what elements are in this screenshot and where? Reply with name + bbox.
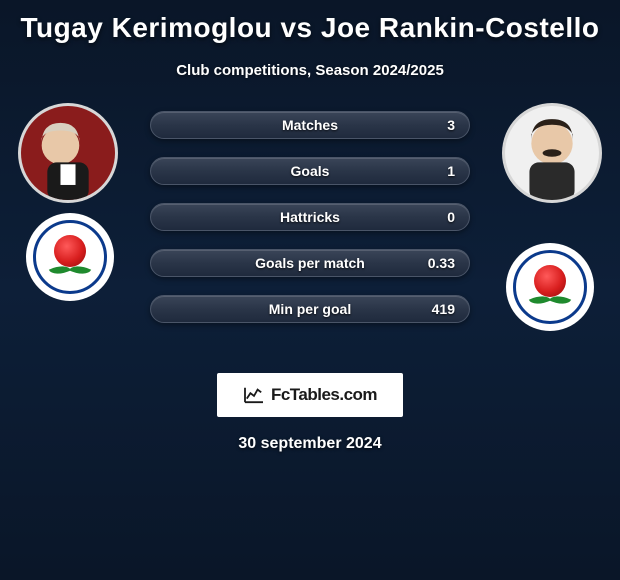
stat-p2-value: 419 [432,301,455,317]
stat-p2-value: 3 [447,117,455,133]
player2-club-badge [506,243,594,331]
stat-label: Matches [282,117,338,133]
player2-avatar [502,103,602,203]
chart-icon [243,386,265,404]
stat-p2-value: 1 [447,163,455,179]
person-icon [21,106,115,200]
stat-bar-goals: Goals 1 [150,157,470,185]
stat-bar-goals-per-match: Goals per match 0.33 [150,249,470,277]
stat-label: Goals [291,163,330,179]
stat-bar-matches: Matches 3 [150,111,470,139]
competition-subtitle: Club competitions, Season 2024/2025 [176,62,444,79]
player2-name: Joe Rankin-Costello [321,12,600,43]
player1-name: Tugay Kerimoglou [20,12,272,43]
stat-label: Goals per match [255,255,365,271]
stat-label: Min per goal [269,301,351,317]
stat-bars: Matches 3 Goals 1 Hattricks 0 Goals per … [150,111,470,323]
stat-bar-hattricks: Hattricks 0 [150,203,470,231]
vs-separator: vs [280,12,312,43]
person-icon [505,106,599,200]
comparison-title: Tugay Kerimoglou vs Joe Rankin-Costello [20,12,599,44]
player1-avatar [18,103,118,203]
stats-area: Matches 3 Goals 1 Hattricks 0 Goals per … [10,111,610,351]
brand-text: FcTables.com [271,385,377,405]
club-badge-icon [33,220,107,294]
brand-box: FcTables.com [217,373,403,417]
stat-p2-value: 0.33 [428,255,455,271]
stat-p2-value: 0 [447,209,455,225]
player1-club-badge [26,213,114,301]
comparison-card: Tugay Kerimoglou vs Joe Rankin-Costello … [0,0,620,453]
snapshot-date: 30 september 2024 [238,435,381,453]
stat-bar-min-per-goal: Min per goal 419 [150,295,470,323]
club-badge-icon [513,250,587,324]
stat-label: Hattricks [280,209,340,225]
